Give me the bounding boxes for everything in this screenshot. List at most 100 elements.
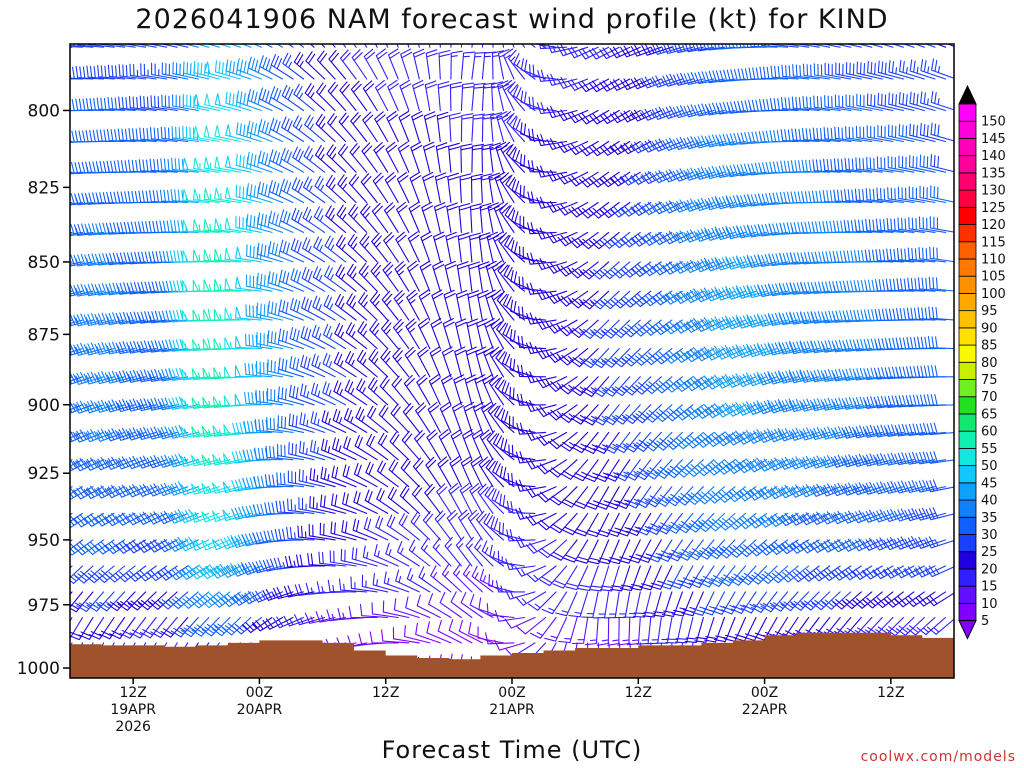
- wind-barb: [897, 186, 925, 204]
- y-tick-label: 925: [28, 464, 60, 484]
- wind-barb: [515, 535, 547, 549]
- wind-barb: [642, 376, 673, 395]
- wind-barb: [536, 196, 568, 209]
- wind-barb: [536, 459, 568, 475]
- wind-barb: [491, 50, 505, 80]
- wind-barb: [138, 159, 168, 173]
- wind-barb: [106, 128, 136, 143]
- wind-barb: [380, 348, 399, 378]
- wind-barb: [95, 565, 126, 583]
- wind-barb: [757, 253, 789, 268]
- colorbar-swatch: [958, 465, 977, 484]
- wind-barb: [458, 619, 483, 644]
- wind-barb: [842, 368, 873, 382]
- wind-barb: [368, 348, 389, 378]
- wind-barb: [244, 362, 273, 378]
- wind-barb: [720, 591, 747, 615]
- wind-barb: [70, 565, 73, 569]
- wind-barb: [855, 157, 883, 173]
- wind-barb: [587, 539, 610, 565]
- wind-barb: [256, 272, 284, 292]
- colorbar-swatch: [958, 361, 977, 380]
- wind-barb: [383, 571, 410, 593]
- wind-barb: [590, 261, 620, 280]
- wind-barb: [326, 144, 347, 173]
- wind-barb: [167, 424, 199, 439]
- wind-barb: [606, 512, 631, 537]
- wind-barb: [909, 91, 936, 112]
- wind-barb: [894, 591, 925, 608]
- wind-barb: [70, 512, 73, 516]
- wind-barb: [927, 365, 954, 378]
- wind-barb: [852, 367, 883, 381]
- wind-barb: [444, 536, 462, 567]
- wind-barb: [855, 125, 883, 143]
- wind-barb: [85, 565, 115, 584]
- wind-barb: [122, 44, 147, 48]
- wind-barb: [599, 171, 631, 188]
- wind-barb: [778, 311, 810, 326]
- wind-barb: [273, 587, 305, 600]
- wind-barb: [422, 141, 436, 173]
- wind-barb: [224, 217, 252, 233]
- wind-barb: [440, 374, 453, 406]
- colorbar-min-arrow: [958, 620, 977, 640]
- wind-barb: [652, 319, 683, 336]
- wind-barb: [526, 565, 557, 583]
- wind-barb: [257, 181, 284, 204]
- wind-barb: [115, 311, 147, 325]
- wind-barb: [70, 486, 73, 489]
- wind-barb: [235, 153, 262, 173]
- wind-barb: [252, 560, 284, 574]
- wind-barb: [347, 234, 368, 263]
- colorbar-swatch: [958, 551, 977, 570]
- wind-barb: [281, 116, 305, 143]
- wind-barb: [418, 566, 441, 593]
- wind-barb: [820, 397, 852, 411]
- wind-barb: [736, 163, 768, 177]
- wind-barb: [316, 82, 336, 112]
- wind-barb: [498, 202, 515, 233]
- wind-barb: [459, 482, 473, 514]
- wind-barb: [70, 512, 84, 523]
- wind-barb: [334, 322, 357, 350]
- wind-barb: [246, 213, 273, 233]
- wind-barb: [157, 565, 189, 581]
- wind-barb: [567, 140, 599, 156]
- wind-barb: [281, 84, 305, 112]
- wind-barb: [387, 79, 399, 112]
- wind-barb: [621, 261, 652, 278]
- wind-barb: [392, 347, 410, 378]
- wind-barb: [70, 193, 94, 206]
- wind-barb: [333, 351, 357, 378]
- wind-barb: [322, 352, 347, 378]
- wind-barb: [441, 564, 462, 593]
- wind-barb: [73, 539, 105, 556]
- wind-barb: [405, 318, 420, 350]
- wind-barb: [291, 207, 315, 233]
- wind-barb: [171, 126, 199, 143]
- wind-barb: [381, 290, 399, 321]
- wind-barb: [854, 219, 883, 233]
- wind-barb: [137, 311, 168, 324]
- wind-barb: [541, 591, 568, 615]
- wind-barb: [555, 591, 578, 617]
- wind-barb: [366, 433, 389, 461]
- wind-barb: [888, 92, 915, 112]
- wind-barb: [277, 386, 305, 406]
- wind-barb: [730, 591, 757, 615]
- wind-barb: [70, 616, 73, 623]
- wind-barb: [348, 605, 378, 619]
- wind-barb: [631, 319, 662, 337]
- wind-barb: [292, 146, 315, 173]
- wind-barb: [293, 51, 315, 80]
- wind-barb: [929, 216, 954, 233]
- wind-barb: [169, 591, 199, 610]
- wind-barb: [736, 194, 768, 208]
- wind-barb: [884, 395, 915, 409]
- colorbar-label: 40: [981, 494, 998, 509]
- wind-barb: [843, 219, 873, 233]
- colorbar-label: 115: [981, 235, 1006, 250]
- wind-barb: [202, 396, 231, 409]
- wind-barb: [489, 346, 505, 378]
